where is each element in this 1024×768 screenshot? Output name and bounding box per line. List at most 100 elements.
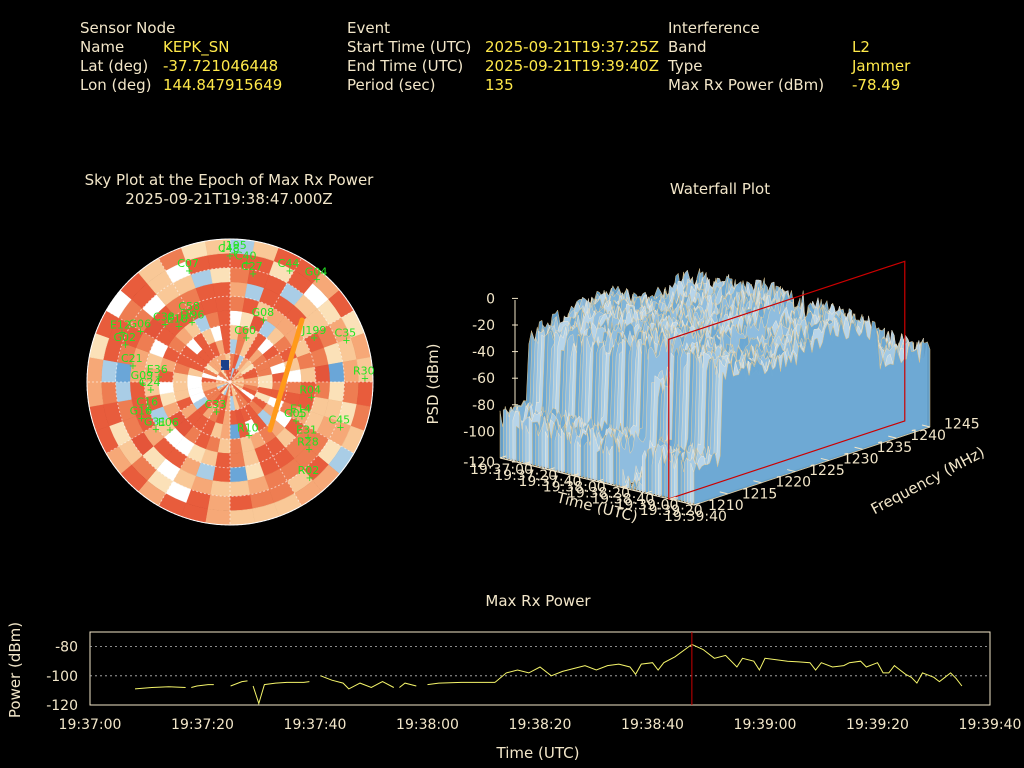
z-axis-label: PSD (dBm) (424, 343, 442, 424)
freq-tick (787, 469, 796, 473)
z-tick-label: -60 (472, 371, 495, 387)
skyplot-title: Sky Plot at the Epoch of Max Rx Power (84, 171, 374, 189)
satellite-label: R10 (237, 421, 259, 434)
power-y-axis-label: Power (dBm) (6, 622, 24, 718)
satellite-marker: + (259, 315, 267, 326)
time-tick (645, 490, 652, 494)
freq-tick (854, 446, 863, 450)
z-tick-label: -20 (472, 318, 495, 334)
time-tick-label: 19:39:40 (664, 509, 727, 525)
satellite-label: E12 (110, 319, 131, 332)
time-tick (524, 461, 531, 465)
satellite-marker: + (147, 385, 155, 396)
freq-tick (753, 480, 762, 484)
jammer-track (267, 317, 305, 433)
type-value: Jammer (852, 57, 911, 75)
satellite-marker: + (137, 414, 145, 425)
power-tick-label: -80 (55, 640, 78, 656)
z-tick-label: -120 (463, 455, 495, 471)
lon-label: Lon (deg) (80, 76, 152, 94)
z-tick-label: -100 (463, 424, 495, 440)
sky-outer-ring (86, 238, 374, 526)
start-value: 2025-09-21T19:37:25Z (485, 38, 659, 56)
satellite-label: C45 (328, 414, 350, 427)
power-x-tick-label: 19:39:00 (734, 717, 797, 733)
power-trace (252, 681, 310, 706)
z-tick-label: -40 (472, 345, 495, 361)
satellite-marker: + (336, 423, 344, 434)
time-tick-label: 19:39:20 (640, 503, 703, 519)
satellite-marker: + (304, 433, 312, 444)
power-label: Max Rx Power (dBm) (668, 76, 825, 94)
satellite-label: G16 (130, 405, 153, 418)
satellite-marker: + (118, 328, 126, 339)
lat-label: Lat (deg) (80, 57, 149, 75)
skyplot-subtitle: 2025-09-21T19:38:47.000Z (125, 190, 333, 208)
satellite-marker: + (185, 266, 193, 277)
satellite-marker: + (166, 425, 174, 436)
satellite-label: C27 (241, 260, 263, 273)
satellite-marker: + (136, 326, 144, 337)
satellite-marker: + (342, 336, 350, 347)
power-tick-label: -100 (46, 669, 78, 685)
satellite-label: C35 (334, 327, 356, 340)
time-tick-label: 19:38:00 (543, 480, 606, 496)
time-tick-label: 19:38:40 (591, 491, 654, 507)
satellite-label: R30 (353, 364, 375, 377)
end-value: 2025-09-21T19:39:40Z (485, 57, 659, 75)
time-tick-label: 19:37:40 (519, 474, 582, 490)
power-x-tick-label: 19:37:00 (59, 717, 122, 733)
satellite-label: R28 (297, 435, 319, 448)
satellite-marker: + (121, 340, 129, 351)
name-value: KEPK_SN (163, 38, 230, 56)
time-tick-label: 19:39:00 (616, 497, 679, 513)
period-label: Period (sec) (347, 76, 436, 94)
power-x-tick-label: 19:38:20 (509, 717, 572, 733)
waterfall-title: Waterfall Plot (669, 180, 771, 198)
power-x-tick-label: 19:39:40 (959, 717, 1022, 733)
freq-tick-label: 1220 (775, 475, 811, 491)
time-tick (669, 496, 676, 500)
satellite-marker: + (292, 416, 300, 427)
power-chart-title: Max Rx Power (485, 592, 591, 610)
sky-grid-ring (115, 267, 345, 497)
freq-tick-label: 1215 (742, 486, 778, 502)
satellite-label: G08 (252, 306, 275, 319)
freq-tick-label: 1225 (809, 463, 845, 479)
power-x-tick-label: 19:38:40 (621, 717, 684, 733)
satellite-label: J195 (222, 239, 247, 252)
satellite-label: G02 (113, 331, 136, 344)
start-label: Start Time (UTC) (347, 38, 472, 56)
satellite-label: R02 (298, 464, 320, 477)
time-tick-label: 19:37:00 (470, 462, 533, 478)
band-value: L2 (852, 38, 870, 56)
satellite-label: C58 (178, 300, 200, 313)
lat-value: -37.721046448 (163, 57, 279, 75)
satellite-label: G04 (305, 266, 328, 279)
time-tick (548, 467, 555, 471)
power-trace (399, 682, 417, 688)
satellite-label: E06 (158, 416, 179, 429)
satellite-marker: + (305, 473, 313, 484)
satellite-marker: + (175, 321, 183, 332)
waterfall-slice (693, 319, 931, 506)
power-plot-frame (89, 631, 991, 706)
power-x-tick-label: 19:37:40 (284, 717, 347, 733)
satellite-label: G31 (144, 415, 167, 428)
satellite-label: C38 (153, 311, 175, 324)
satellite-marker: + (129, 361, 137, 372)
freq-tick-label: 1235 (877, 440, 913, 456)
lon-value: 144.847915649 (163, 76, 283, 94)
time-tick (596, 479, 604, 482)
satellite-marker: + (243, 258, 251, 269)
time-tick (499, 455, 507, 459)
band-label: Band (668, 38, 707, 56)
power-trace (191, 684, 214, 688)
time-tick (621, 484, 628, 488)
satellite-marker: + (186, 309, 194, 320)
satellite-marker: + (307, 392, 315, 403)
sensor-heading: Sensor Node (80, 19, 176, 37)
